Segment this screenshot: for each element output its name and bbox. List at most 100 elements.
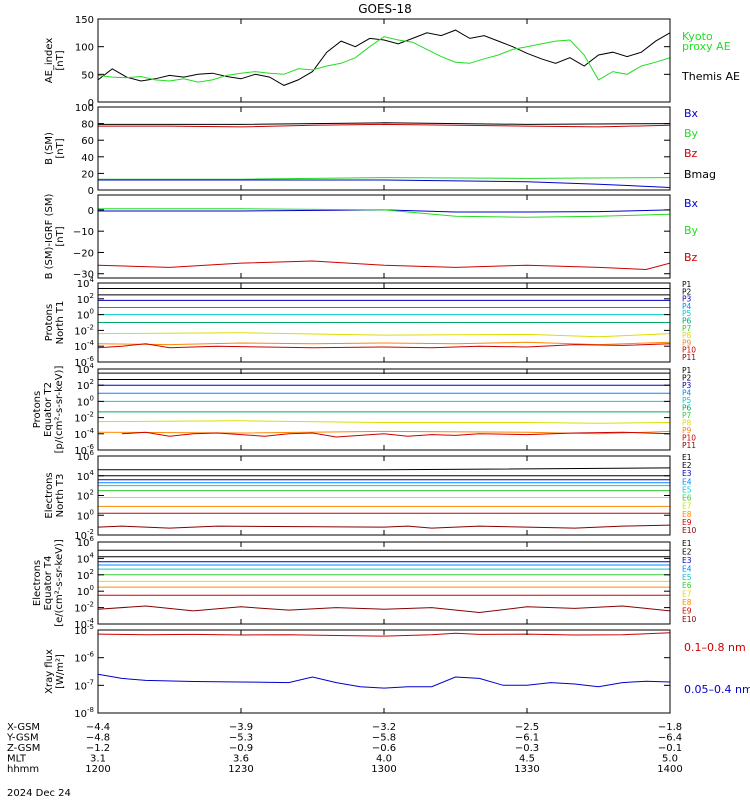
- legend-entry: By: [684, 127, 699, 140]
- y-tick-label: 102: [77, 568, 94, 582]
- legend-entry: E5: [682, 485, 692, 494]
- y-tick-label: 102: [77, 489, 94, 503]
- y-axis-label: B (SM)[nT]: [44, 132, 66, 165]
- y-tick-label: 104: [77, 362, 95, 376]
- x-axis-value: 1400: [657, 764, 682, 775]
- legend-entry: E1: [682, 453, 692, 462]
- y-tick-label: 10-5: [74, 623, 94, 637]
- legend: 0.1–0.8 nm 0.05–0.4 nm: [684, 641, 750, 696]
- legend-entry: P6: [682, 404, 692, 413]
- series-group: [98, 549, 670, 614]
- x-axis-row-label: MLT: [7, 754, 27, 765]
- y-tick-label: 10-6: [74, 443, 94, 457]
- y-tick-label: 10-7: [74, 678, 94, 692]
- x-axis-value: −0.6: [372, 743, 396, 754]
- y-tick-label: 10-6: [74, 651, 94, 665]
- legend-entry: E10: [682, 526, 697, 535]
- legend-entry: P4: [682, 389, 692, 398]
- x-axis-value: 1300: [371, 764, 396, 775]
- x-axis-value: −3.9: [229, 722, 253, 733]
- y-tick-label: 104: [77, 551, 95, 565]
- legend-entry: Bx: [684, 197, 699, 210]
- y-tick-label: 20: [81, 169, 94, 180]
- x-axis-value: 5.0: [662, 754, 678, 765]
- legend-entry: P10: [682, 434, 696, 443]
- legend-entry: P9: [682, 426, 692, 435]
- y-tick-label: 100: [77, 584, 94, 598]
- x-axis-table: X-GSM −4.4 −3.9 −3.2 −2.5 −1.8 Y-GSM −4.8 −5.3 −5…: [6, 722, 683, 775]
- x-axis-row: Y-GSM −4.8 −5.3 −5.8 −6.1 −6.4: [6, 733, 682, 744]
- legend-entry: By: [684, 224, 699, 237]
- x-axis-value: 1330: [514, 764, 539, 775]
- figure-title: GOES-18: [358, 2, 412, 16]
- panel-ee: 10-4 10-2 100 102 104 106 ElectronsEquator T4[…: [32, 535, 697, 631]
- legend-entry: Bz: [684, 251, 698, 264]
- legend-entry: P2: [682, 287, 692, 296]
- figure-date: 2024 Dec 24: [7, 788, 71, 799]
- y-tick-label: 10-4: [74, 427, 94, 441]
- series-line-9: [98, 605, 670, 614]
- legend-entry: 0.1–0.8 nm: [684, 641, 746, 654]
- x-axis-value: 3.6: [233, 754, 249, 765]
- legend-entry: P7: [682, 411, 692, 420]
- legend-entry: E2: [682, 547, 692, 556]
- x-axis-row: X-GSM −4.4 −3.9 −3.2 −2.5 −1.8: [7, 722, 682, 733]
- legend-entry: P5: [682, 396, 692, 405]
- legend-entry: E8: [682, 598, 692, 607]
- legend-entry: Bz: [684, 147, 698, 160]
- legend-entry: P9: [682, 338, 692, 347]
- x-axis-row-label: Z-GSM: [7, 743, 40, 754]
- legend-entry: Bx: [684, 107, 699, 120]
- legend-entry: P1: [682, 366, 692, 375]
- legend-entry: P6: [682, 317, 692, 326]
- y-axis-label: ProtonsNorth T1: [44, 301, 66, 345]
- series-line-1: [98, 208, 670, 218]
- legend-entry: E10: [682, 615, 697, 624]
- x-axis-value: −6.1: [515, 733, 539, 744]
- y-tick-label: 150: [75, 15, 94, 26]
- y-tick-label: 0: [88, 98, 94, 109]
- y-tick-label: 80: [81, 120, 94, 131]
- series-line-0: [98, 122, 670, 125]
- x-axis-value: −0.3: [515, 743, 539, 754]
- legend-entry: P11: [682, 353, 696, 362]
- series-line-6: [98, 420, 670, 424]
- series-line-2: [98, 177, 670, 180]
- legend-entry: P11: [682, 441, 696, 450]
- legend: Bx By Bz Bmag: [684, 107, 716, 181]
- y-tick-label: 10-2: [74, 323, 94, 337]
- legend-entry: P3: [682, 295, 692, 304]
- y-tick-label: 100: [77, 308, 94, 322]
- legend-entry: E4: [682, 477, 692, 486]
- y-tick-label: 10-2: [74, 601, 94, 615]
- series-line-1: [98, 123, 670, 128]
- y-tick-label: 100: [75, 103, 94, 114]
- x-axis-value: 4.5: [519, 754, 535, 765]
- plot-frame: [97, 18, 671, 103]
- y-tick-label: 0: [88, 186, 94, 197]
- x-axis-value: −4.4: [86, 722, 110, 733]
- series-line-9: [98, 524, 670, 529]
- legend-entry: E6: [682, 494, 692, 503]
- y-axis-label: B (SM)-IGRF (SM)[nT]: [44, 194, 66, 280]
- legend-entry: E1: [682, 539, 692, 548]
- series-group: [98, 122, 670, 188]
- legend-entry: Kyoto: [682, 30, 713, 43]
- y-tick-label: 102: [77, 378, 94, 392]
- series-line-0: [98, 632, 670, 637]
- legend-entry: 0.05–0.4 nm: [684, 683, 750, 696]
- legend-entry: P4: [682, 302, 692, 311]
- legend-entry: P8: [682, 419, 692, 428]
- legend-entry: P8: [682, 331, 692, 340]
- legend-entry: E5: [682, 573, 692, 582]
- series-line-7: [98, 341, 670, 346]
- x-axis-value: −0.9: [229, 743, 253, 754]
- y-tick-label: 50: [81, 70, 94, 81]
- x-axis-value: 1230: [228, 764, 253, 775]
- plot-frame: [97, 368, 671, 451]
